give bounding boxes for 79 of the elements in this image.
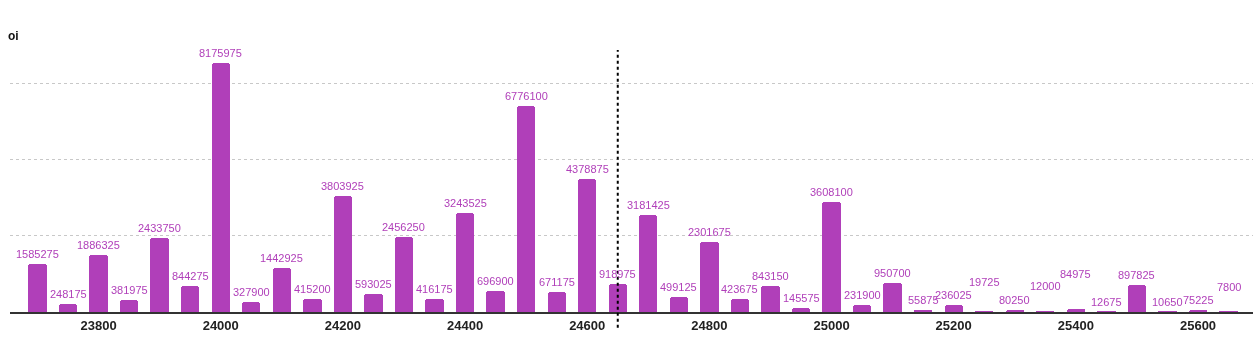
data-label: 75225	[1183, 294, 1214, 306]
x-tick-label: 24800	[691, 317, 728, 333]
data-label: 671175	[539, 276, 575, 288]
bar	[548, 292, 566, 312]
data-label: 950700	[874, 267, 911, 279]
bar	[181, 286, 199, 312]
data-label: 8175975	[199, 47, 242, 59]
data-label: 2301675	[688, 226, 731, 238]
data-label: 593025	[355, 278, 392, 290]
data-label: 12000	[1030, 280, 1061, 292]
bar	[89, 255, 108, 312]
data-label: 918975	[599, 268, 636, 280]
bar	[364, 294, 383, 312]
bar	[425, 299, 444, 312]
bar	[212, 63, 230, 312]
data-label: 1886325	[77, 239, 120, 251]
x-tick-label: 23800	[80, 317, 117, 333]
bar	[303, 299, 322, 312]
bar	[761, 286, 780, 312]
bar	[883, 283, 902, 312]
data-label: 327900	[233, 286, 270, 298]
data-label: 2456250	[382, 221, 425, 233]
bar	[486, 291, 505, 312]
bar	[578, 179, 596, 312]
data-label: 19725	[969, 276, 1000, 288]
data-label: 4378875	[566, 163, 609, 175]
data-label: 231900	[844, 289, 881, 301]
x-tick-label: 24000	[202, 317, 239, 333]
data-label: 897825	[1118, 269, 1155, 281]
x-tick-label: 25000	[813, 317, 850, 333]
x-tick-label: 24600	[569, 317, 606, 333]
x-tick-label: 25400	[1057, 317, 1094, 333]
bar	[456, 213, 474, 312]
x-tick-label: 25600	[1179, 317, 1217, 333]
data-label: 80250	[999, 294, 1030, 306]
bar	[670, 297, 688, 312]
bar	[700, 242, 719, 312]
bar	[395, 237, 413, 312]
x-tick-label: 24400	[446, 317, 484, 333]
data-label: 499125	[660, 281, 697, 293]
data-label: 248175	[50, 288, 87, 300]
bar	[242, 302, 260, 312]
data-label: 12675	[1091, 296, 1122, 308]
bar	[120, 300, 138, 312]
data-label: 3803925	[321, 180, 364, 192]
bar	[273, 268, 291, 312]
x-tick-label: 25200	[935, 317, 972, 333]
bar	[150, 238, 169, 312]
data-label: 10650	[1152, 296, 1183, 308]
data-label: 415200	[294, 283, 331, 295]
data-label: 3181425	[627, 199, 670, 211]
data-label: 6776100	[505, 90, 548, 102]
data-label: 381975	[111, 284, 148, 296]
data-label: 7800	[1217, 281, 1242, 293]
data-label: 1585275	[16, 248, 59, 260]
bar	[1128, 285, 1146, 312]
y-axis-title: oi	[8, 29, 19, 43]
data-label: 3243525	[444, 197, 487, 209]
data-label: 145575	[783, 292, 820, 304]
bar	[945, 305, 963, 312]
x-tick-label: 24200	[324, 317, 361, 333]
bar	[853, 305, 871, 312]
bar	[59, 304, 77, 312]
data-label: 3608100	[810, 186, 853, 198]
data-label: 416175	[416, 283, 453, 295]
bar	[517, 106, 535, 312]
bar	[334, 196, 352, 312]
data-label: 844275	[172, 270, 209, 282]
bar	[639, 215, 657, 312]
data-label: 843150	[752, 270, 789, 282]
data-label: 1442925	[260, 252, 303, 264]
data-label: 2433750	[138, 222, 181, 234]
bar	[609, 284, 627, 312]
data-label: 423675	[721, 283, 758, 295]
bar	[822, 202, 841, 312]
data-label: 696900	[477, 275, 514, 287]
bar	[731, 299, 749, 312]
bar	[28, 264, 47, 312]
data-label: 84975	[1060, 268, 1091, 280]
